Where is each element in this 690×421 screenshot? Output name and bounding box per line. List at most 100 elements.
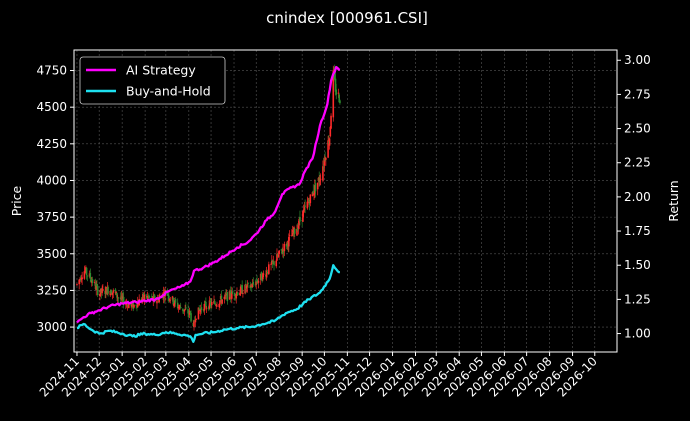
candle-body: [89, 272, 92, 279]
series-line-ai-strategy: [76, 65, 341, 324]
candle-body: [275, 260, 278, 267]
candle-body: [242, 293, 244, 294]
candle-body: [199, 308, 202, 312]
candle-body: [203, 303, 206, 311]
y2-tick-label: 3.00: [624, 53, 651, 67]
y2-tick-label: 1.00: [624, 327, 651, 341]
candle-body: [190, 313, 192, 322]
candle-body: [302, 209, 305, 213]
candle-body: [290, 235, 293, 237]
y2-axis-label: Return: [666, 180, 681, 221]
candle-body: [168, 298, 171, 301]
plot-frame: [73, 49, 618, 353]
candle-body: [130, 302, 132, 306]
candle-body: [330, 115, 332, 129]
y-tick-label: 4000: [36, 173, 67, 187]
candle-body: [303, 206, 306, 211]
candle-body: [219, 300, 221, 305]
candle-body: [281, 251, 283, 253]
candle-body: [271, 259, 274, 263]
candle-body: [251, 283, 254, 287]
candle-body: [143, 294, 146, 300]
candle-body: [133, 304, 135, 308]
candle-body: [146, 296, 149, 297]
y-axis-left: 3000 3250 3500 3750 4000 4250 4500 4750: [36, 64, 74, 334]
candle-body: [96, 285, 99, 296]
candle-body: [159, 295, 161, 298]
candle-body: [214, 304, 217, 306]
y-tick-label: 4500: [36, 100, 67, 114]
x-axis: 2024-112024-122025-012025-022025-032025-…: [37, 352, 600, 400]
candle-body: [178, 306, 180, 309]
candle-body: [296, 227, 299, 231]
candle-body: [334, 78, 337, 92]
candle-body: [231, 291, 234, 294]
candle-body: [156, 300, 158, 304]
candle-body: [298, 218, 301, 226]
candle-body: [221, 299, 223, 304]
candle-body: [110, 289, 112, 294]
candle-body: [166, 291, 169, 296]
candle-body: [173, 303, 175, 306]
candle-body: [312, 190, 315, 195]
candle-body: [233, 292, 236, 297]
candle-body: [197, 307, 200, 320]
candle-body: [288, 235, 291, 236]
candle-body: [329, 126, 332, 137]
y2-tick-label: 1.50: [624, 258, 651, 272]
candle-body: [183, 309, 186, 312]
candle-body: [224, 294, 226, 297]
candle-body: [148, 295, 150, 297]
candle-body: [239, 292, 241, 296]
candle-body: [169, 299, 172, 301]
y2-tick-label: 2.00: [624, 190, 651, 204]
candle-body: [280, 249, 283, 251]
candle-body: [323, 158, 326, 166]
candle-body: [262, 273, 264, 280]
candle-body: [218, 303, 220, 308]
candle-body: [226, 292, 229, 302]
candle-body: [236, 292, 239, 296]
chart-title: cnindex [000961.CSI]: [266, 9, 428, 27]
candle-body: [314, 183, 317, 192]
candle-body: [230, 291, 233, 299]
candle-body: [266, 271, 269, 273]
candle-body: [288, 237, 290, 247]
candle-body: [306, 201, 309, 209]
candle-body: [93, 282, 96, 284]
y-tick-label: 4250: [36, 137, 67, 151]
candle-body: [209, 301, 212, 303]
candle-body: [208, 300, 211, 309]
candle-body: [101, 288, 103, 294]
candle-body: [117, 297, 120, 299]
candle-body: [179, 307, 182, 309]
y2-tick-label: 2.25: [624, 156, 651, 170]
candle-body: [304, 205, 306, 207]
candle-body: [332, 70, 335, 118]
candle-body: [307, 201, 309, 204]
y-tick-label: 3750: [36, 210, 67, 224]
candle-body: [327, 140, 329, 158]
candle-body: [293, 228, 296, 234]
series-lines: [76, 65, 341, 343]
y-tick-label: 3000: [36, 320, 67, 334]
candle-body: [255, 281, 258, 285]
candle-body: [241, 285, 243, 294]
legend-box: [79, 56, 226, 105]
candle-body: [338, 94, 341, 103]
candle-body: [260, 272, 263, 281]
legend-label-ai-strategy: AI Strategy: [126, 63, 196, 78]
candle-body: [270, 263, 272, 265]
grid: [74, 50, 617, 352]
candle-body: [250, 286, 253, 288]
candle-body: [239, 286, 242, 294]
candle-body: [158, 297, 160, 303]
candle-body: [200, 307, 203, 311]
candle-body: [81, 277, 83, 280]
candle-body: [229, 290, 232, 298]
candle-body: [220, 295, 223, 303]
candle-body: [318, 177, 321, 182]
candle-body: [136, 301, 139, 308]
candle-body: [210, 302, 213, 306]
candle-body: [193, 321, 195, 327]
